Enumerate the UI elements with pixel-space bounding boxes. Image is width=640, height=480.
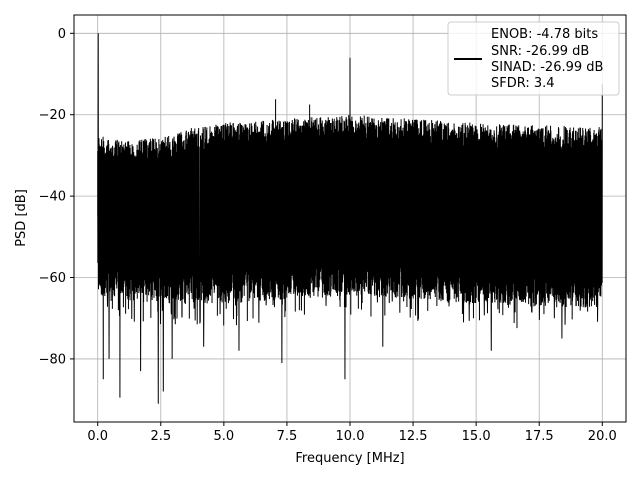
x-tick-label: 5.0 xyxy=(214,429,235,444)
x-axis-ticks: 0.0 2.5 5.0 7.5 10.0 12.5 15.0 17.5 20.0 xyxy=(87,422,617,444)
y-axis-label: PSD [dB] xyxy=(14,189,29,247)
legend: ENOB: -4.78 bits SNR: -26.99 dB SINAD: -… xyxy=(447,21,620,96)
y-tick-label: −40 xyxy=(39,190,66,205)
x-tick-label: 20.0 xyxy=(588,429,617,444)
x-tick-label: 0.0 xyxy=(87,429,108,444)
x-tick-label: 12.5 xyxy=(399,429,428,444)
plot-area xyxy=(97,33,603,404)
x-tick-label: 2.5 xyxy=(150,429,171,444)
x-axis-label: Frequency [MHz] xyxy=(295,451,404,466)
legend-entry-sfdr: SFDR: 3.4 xyxy=(491,76,555,91)
legend-box xyxy=(447,21,620,96)
y-tick-label: −60 xyxy=(39,271,66,286)
legend-entry-snr: SNR: -26.99 dB xyxy=(491,44,589,59)
x-tick-label: 17.5 xyxy=(525,429,554,444)
y-axis-ticks: 0 −20 −40 −60 −80 xyxy=(39,27,74,367)
x-tick-label: 10.0 xyxy=(336,429,365,444)
x-tick-label: 7.5 xyxy=(277,429,298,444)
y-tick-label: −80 xyxy=(39,352,66,367)
psd-series-line xyxy=(97,33,603,404)
legend-entry-sinad: SINAD: -26.99 dB xyxy=(491,60,603,75)
y-tick-label: 0 xyxy=(58,27,66,42)
x-tick-label: 15.0 xyxy=(462,429,491,444)
y-tick-label: −20 xyxy=(39,108,66,123)
legend-entry-enob: ENOB: -4.78 bits xyxy=(491,27,598,42)
